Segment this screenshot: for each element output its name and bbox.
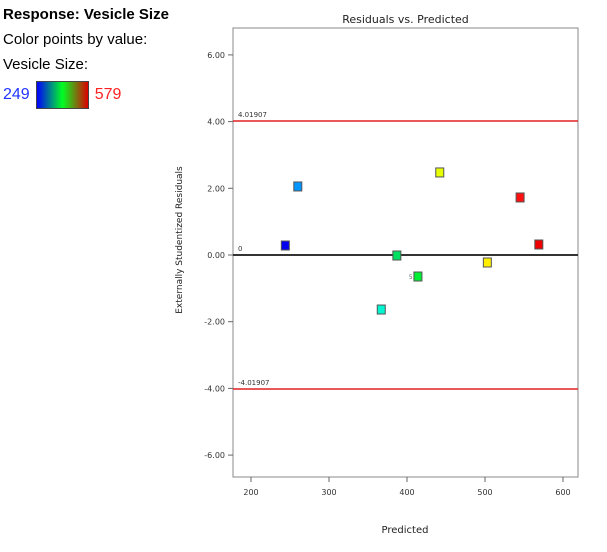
data-point xyxy=(435,167,445,178)
color-scale: 249 579 xyxy=(3,81,169,109)
scale-min: 249 xyxy=(3,86,30,103)
data-point xyxy=(293,181,303,192)
data-point xyxy=(280,240,290,251)
data-point xyxy=(515,192,525,203)
data-point xyxy=(376,304,386,315)
scale-max: 579 xyxy=(94,86,122,103)
y-tick-label: -6.00 xyxy=(204,451,225,460)
reference-line-label: 4.01907 xyxy=(238,111,267,119)
y-tick-label: 4.00 xyxy=(207,118,225,127)
data-point xyxy=(392,250,402,261)
y-tick-label: 2.00 xyxy=(207,184,225,193)
data-point xyxy=(534,239,544,250)
y-tick-label: 6.00 xyxy=(207,51,225,60)
variable-label: Vesicle Size: xyxy=(3,56,89,73)
y-tick-label: 0.00 xyxy=(207,251,225,260)
point-label: 5 xyxy=(409,274,413,281)
reference-line-label: 0 xyxy=(238,245,242,253)
x-tick-label: 600 xyxy=(555,488,570,497)
response-title: Response: Vesicle Size xyxy=(3,6,169,23)
y-tick-label: -4.00 xyxy=(204,384,225,393)
chart-title: Residuals vs. Predicted xyxy=(342,13,469,26)
data-point xyxy=(482,257,492,268)
x-tick-label: 300 xyxy=(321,488,336,497)
color-gradient-bar xyxy=(35,81,89,109)
reference-line-label: -4.01907 xyxy=(238,379,269,387)
y-tick-label: -2.00 xyxy=(204,318,225,327)
data-point xyxy=(413,271,423,282)
y-axis-label: Externally Studentized Residuals xyxy=(175,166,185,314)
x-tick-label: 200 xyxy=(243,488,258,497)
x-tick-label: 500 xyxy=(477,488,492,497)
color-legend: Response: Vesicle Size Color points by v… xyxy=(3,6,169,109)
x-axis-label: Predicted xyxy=(382,525,429,536)
plot-area xyxy=(232,27,579,478)
x-tick-label: 400 xyxy=(399,488,414,497)
color-by-label: Color points by value: xyxy=(3,31,148,48)
